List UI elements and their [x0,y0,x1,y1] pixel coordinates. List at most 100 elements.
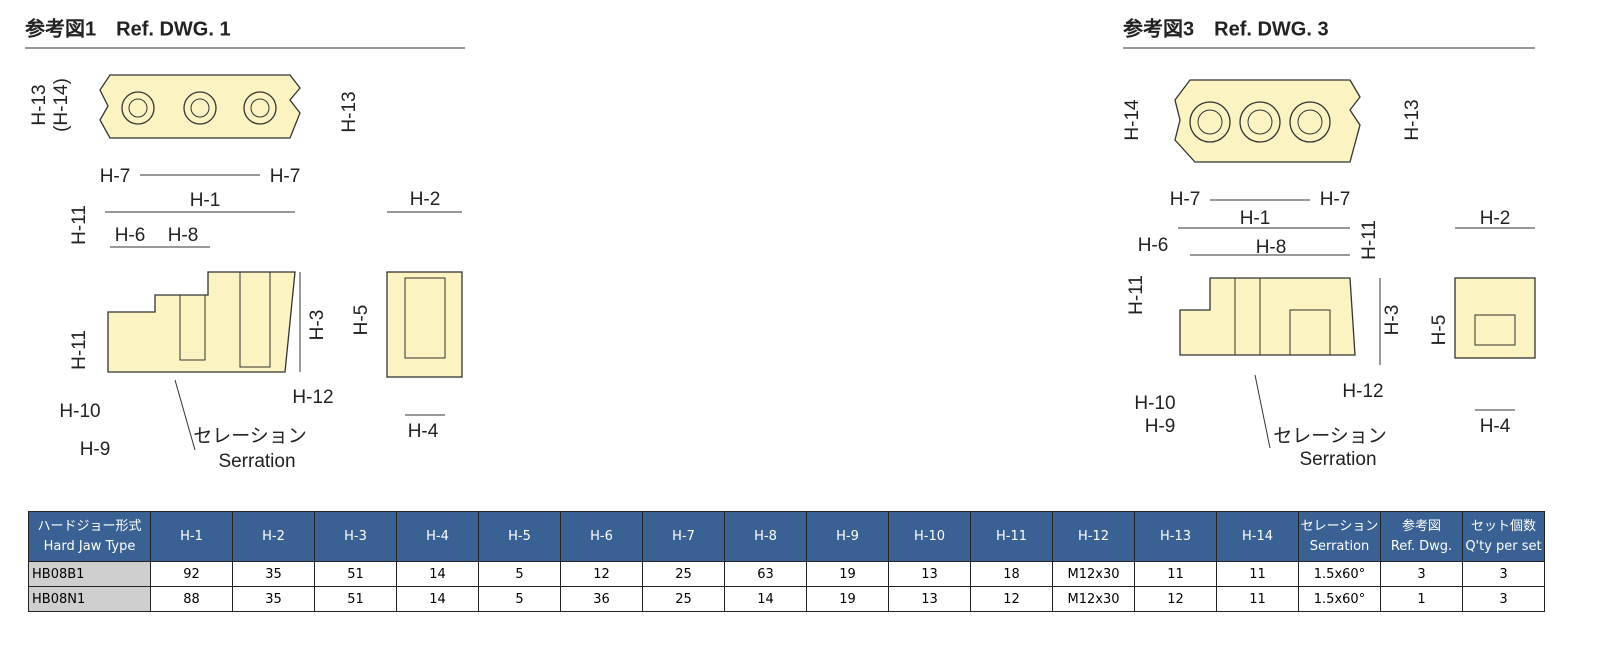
dimension-label: H-12 [292,387,333,408]
table-cell: 1 [1380,586,1463,612]
dimension-label: H-14 [1122,99,1143,141]
header-text: 参考図 [1401,518,1441,534]
table-cell: 12 [970,586,1053,612]
header-cell: H-11 [970,511,1053,562]
dimension-label: H-11 [69,330,90,370]
header-cell: H-1 [150,511,233,562]
dimension-label: H-6 [1138,235,1169,256]
header-cell: H-13 [1134,511,1217,562]
dimension-label: (H-14) [51,78,72,132]
header-cell: H-14 [1216,511,1299,562]
header-text: Q'ty per set [1465,538,1542,554]
dimension-label: H-10 [59,401,100,422]
header-cell: セレーション Serration [1298,511,1381,562]
table-cell: 1.5x60° [1298,586,1381,612]
table-cell: 63 [724,561,807,587]
dimension-label: H-4 [1480,416,1511,437]
table-cell: 36 [560,586,643,612]
header-text: H-4 [426,528,449,544]
dimension-label: H-5 [351,305,372,336]
dimension-label: H-8 [168,225,199,246]
drawing-title: 参考図1 Ref. DWG. 1 [25,16,231,40]
table-cell: M12x30 [1052,561,1135,587]
dimension-label: H-4 [408,421,439,442]
table-cell: 12 [1134,586,1217,612]
dimension-label: H-2 [410,189,441,210]
header-text: Hard Jaw Type [43,538,136,554]
dimension-label: H-11 [69,205,90,245]
table-cell: 13 [888,561,971,587]
dimension-label: Serration [1299,449,1376,470]
jaw-side-view [1179,277,1356,356]
header-cell: H-4 [396,511,479,562]
header-text: H-3 [344,528,367,544]
hole [243,91,277,125]
dimension-label: セレーション [193,426,307,447]
header-text: H-2 [262,528,285,544]
jaw-side-view [107,271,296,373]
table-cell: 18 [970,561,1053,587]
header-text: H-6 [590,528,613,544]
table-cell: 3 [1380,561,1463,587]
drawing-title: 参考図3 Ref. DWG. 3 [1123,16,1329,40]
table-cell: 19 [806,586,889,612]
header-cell: H-8 [724,511,807,562]
header-cell: H-7 [642,511,725,562]
table-cell: 3 [1462,586,1545,612]
table-cell: 5 [478,561,561,587]
table-cell: 14 [724,586,807,612]
table-cell: 11 [1134,561,1217,587]
table-cell: 35 [232,586,315,612]
header-text: Serration [1309,538,1370,554]
hole [183,91,217,125]
dimension-label: H-8 [1256,237,1287,258]
dimension-label: H-7 [270,166,301,187]
header-text: セット個数 [1470,518,1536,534]
table-cell: 14 [396,586,479,612]
dimension-label: Serration [218,451,295,472]
dimension-label: H-3 [1382,305,1403,336]
header-text: ハードジョー形式 [37,518,142,534]
header-text: H-1 [180,528,203,544]
dimension-label: H-9 [80,439,111,460]
table-cell: 13 [888,586,971,612]
table-cell: 88 [150,586,233,612]
hole [1289,101,1331,143]
jaw-end-view [386,271,463,378]
hole [1239,101,1281,143]
dimension-label: セレーション [1273,426,1387,447]
header-cell: 参考図 Ref. Dwg. [1380,511,1463,562]
header-text: H-8 [754,528,777,544]
table-cell: 5 [478,586,561,612]
table-cell: 35 [232,561,315,587]
header-cell: H-9 [806,511,889,562]
header-cell: セット個数 Q'ty per set [1462,511,1545,562]
dimension-label: H-9 [1145,416,1176,437]
table-cell: HB08N1 [28,586,151,612]
dimension-label: H-11 [1126,275,1147,315]
header-text: H-5 [508,528,531,544]
header-text: H-14 [1241,528,1273,544]
header-cell: ハードジョー形式 Hard Jaw Type [28,511,151,562]
header-cell: H-3 [314,511,397,562]
dimension-label: H-7 [100,166,131,187]
dimension-label: H-7 [1170,189,1201,210]
header-text: Ref. Dwg. [1390,538,1453,554]
table-cell: 19 [806,561,889,587]
table-cell: 25 [642,561,725,587]
dimension-label: H-10 [1134,393,1175,414]
table-cell: 11 [1216,561,1299,587]
drawings: 参考図1 Ref. DWG. 1H-13 (H-14) H-13H-7 H-7H-1 H… [25,16,1536,472]
dimension-label: H-1 [1240,208,1271,229]
table-cell: M12x30 [1052,586,1135,612]
table-cell: 1.5x60° [1298,561,1381,587]
header-text: H-13 [1159,528,1191,544]
header-cell: H-2 [232,511,315,562]
header-cell: H-10 [888,511,971,562]
spec-table: ハードジョー形式 Hard Jaw Type H-1 H-2 H-3 H-4 H-5 H-6 H… [28,511,1545,612]
header-cell: H-12 [1052,511,1135,562]
table-cell: 51 [314,561,397,587]
dimension-label: H-11 [1359,220,1380,260]
hole [1189,101,1231,143]
